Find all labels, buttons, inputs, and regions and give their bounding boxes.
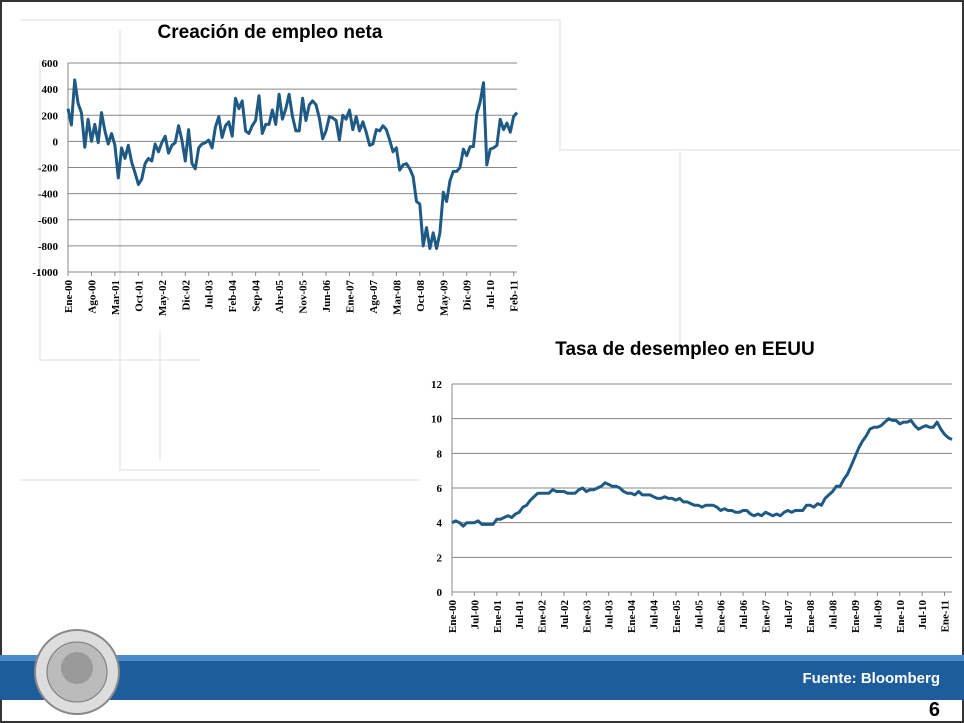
x-tick-label: Ene-00 [63,280,75,314]
footer-band-highlight [0,655,964,661]
source-note: Fuente: Bloomberg [803,670,941,687]
x-tick-label: Feb-11 [509,280,521,312]
x-tick-label: Ene-05 [671,600,683,634]
x-tick-label: Jul-08 [828,600,840,630]
footer-band [0,655,964,700]
y-tick-label: 6 [437,483,443,495]
x-tick-label: Ene-10 [895,600,907,634]
y-tick-label: -1000 [32,267,58,279]
data-line [66,78,519,250]
y-tick-label: 10 [431,414,443,426]
x-tick-label: Jul-10 [485,280,497,310]
y-tick-label: -600 [38,215,59,227]
x-tick-label: Dic-09 [462,280,474,311]
y-tick-label: 0 [437,587,443,599]
x-tick-label: Nov-05 [298,280,310,314]
x-tick-label: Jul-10 [917,600,929,630]
x-tick-label: Mar-01 [110,280,122,315]
x-tick-label: Ene-06 [716,600,728,634]
y-tick-label: 200 [42,110,59,122]
seal [34,629,120,715]
y-tick-label: -800 [38,241,59,253]
x-tick-label: Abr-05 [274,280,286,314]
y-tick-label: 12 [431,379,443,391]
x-tick-label: Ene-04 [626,600,638,634]
x-tick-label: Jun-06 [321,280,333,313]
x-tick-label: Jul-05 [693,600,705,630]
x-tick-label: Ago-07 [368,280,380,314]
x-tick-label: Dic-02 [180,280,192,311]
x-tick-label: Jul-03 [204,280,216,310]
x-tick-label: Ene-09 [850,600,862,634]
x-tick-label: Jul-06 [738,600,750,630]
x-tick-label: Feb-04 [227,280,239,313]
x-tick-label: May-09 [438,280,450,317]
x-tick-label: Jul-00 [469,600,481,630]
x-tick-label: Jul-03 [604,600,616,630]
chart-title: Creación de empleo neta [158,22,383,43]
x-tick-label: Ene-11 [940,600,952,632]
background-decoration [20,19,960,481]
x-tick-label: Oct-01 [133,280,145,312]
y-tick-label: -200 [38,163,59,175]
x-tick-label: Ene-07 [760,600,772,634]
chart-title: Tasa de desempleo en EEUU [555,339,814,360]
x-tick-label: Jul-02 [559,600,571,630]
y-tick-label: 400 [42,84,59,96]
y-tick-label: 600 [42,58,59,70]
x-tick-label: Jul-01 [514,600,526,629]
x-tick-label: Jul-04 [648,600,660,630]
page-number: 6 [929,699,940,721]
x-tick-label: Ene-03 [581,600,593,634]
x-tick-label: Ene-02 [537,600,549,634]
data-line [451,417,953,528]
y-tick-label: -400 [38,189,59,201]
y-tick-label: 2 [437,552,443,564]
x-tick-label: Mar-08 [391,280,403,316]
x-tick-label: Sep-04 [251,280,263,312]
x-tick-label: Jul-09 [872,600,884,630]
x-tick-label: Ene-00 [447,600,459,634]
y-tick-label: 8 [437,448,443,460]
x-tick-label: May-02 [157,280,169,317]
y-tick-label: 0 [53,136,59,148]
x-tick-label: Jul-07 [783,600,795,630]
x-tick-label: Ene-07 [344,280,356,314]
x-tick-label: Oct-08 [415,280,427,312]
y-tick-label: 4 [437,518,443,530]
x-tick-label: Ago-00 [86,280,98,314]
x-tick-label: Ene-01 [492,600,504,633]
x-tick-label: Ene-08 [805,600,817,634]
